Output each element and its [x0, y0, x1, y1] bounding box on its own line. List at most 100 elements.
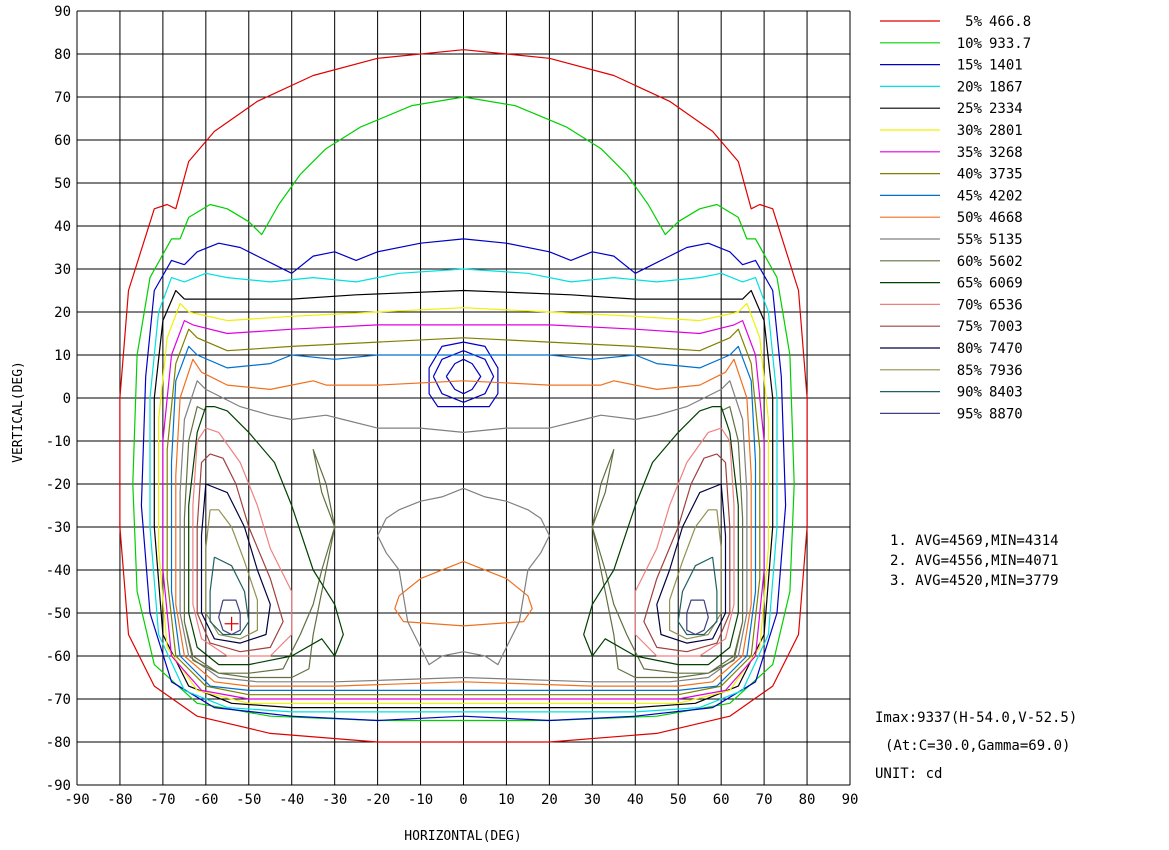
contour-5-percent — [119, 49, 808, 743]
legend-value: 5602 — [989, 254, 1023, 270]
contour-15-percent — [432, 350, 495, 403]
stat-line-3: 3. AVG=4520,MIN=3779 — [890, 573, 1059, 589]
contour-85-percent — [669, 509, 722, 640]
x-tick-label: 0 — [459, 792, 467, 808]
contour-15-percent — [140, 238, 787, 722]
y-tick-label: 80 — [54, 47, 71, 63]
imax-marker-layer — [224, 616, 239, 631]
legend-percent: 60% — [957, 254, 983, 270]
legend-value: 1401 — [989, 58, 1023, 74]
legend-value: 2801 — [989, 123, 1023, 139]
x-tick-label: 80 — [799, 792, 816, 808]
legend-percent: 85% — [957, 363, 983, 379]
unit-text: UNIT: cd — [875, 766, 942, 782]
x-tick-label: -30 — [322, 792, 347, 808]
y-tick-label: -60 — [46, 649, 71, 665]
legend-percent: 15% — [957, 58, 983, 74]
legend-percent: 65% — [957, 276, 983, 292]
legend-value: 4668 — [989, 210, 1023, 226]
legend-percent: 35% — [957, 145, 983, 161]
legend-percent: 75% — [957, 319, 983, 335]
y-tick-label: -40 — [46, 563, 71, 579]
legend-percent: 10% — [957, 36, 983, 52]
at-text: (At:C=30.0,Gamma=69.0) — [885, 738, 1070, 754]
legend-percent: 45% — [957, 188, 983, 204]
side-info-panel: 1. AVG=4569,MIN=4314 2. AVG=4556,MIN=407… — [875, 533, 1077, 782]
legend-percent: 20% — [957, 79, 983, 95]
x-tick-label: -50 — [236, 792, 261, 808]
x-tick-label: 70 — [756, 792, 773, 808]
y-tick-label: 10 — [54, 348, 71, 364]
legend-percent: 5% — [965, 14, 982, 30]
legend-percent: 80% — [957, 341, 983, 357]
x-tick-label: 90 — [842, 792, 859, 808]
contour-70-percent — [192, 427, 293, 657]
legend-value: 4202 — [989, 188, 1023, 204]
x-tick-label: 60 — [713, 792, 730, 808]
contour-65-percent — [188, 406, 344, 666]
x-tick-label: -90 — [64, 792, 89, 808]
contour-70-percent — [634, 427, 735, 657]
y-tick-label: -90 — [46, 778, 71, 794]
y-tick-label: -80 — [46, 735, 71, 751]
contour-75-percent — [643, 453, 731, 653]
contour-90-percent — [209, 556, 250, 636]
legend-percent: 95% — [957, 406, 983, 422]
legend-value: 5135 — [989, 232, 1023, 248]
y-tick-label: 60 — [54, 133, 71, 149]
contour-10-percent — [132, 96, 795, 722]
contour-65-percent — [583, 406, 739, 666]
contour-45-percent — [170, 345, 757, 691]
contour-80-percent — [656, 483, 727, 644]
contour-95-percent — [686, 599, 709, 636]
legend-value: 1867 — [989, 79, 1023, 95]
y-tick-label: 0 — [63, 391, 71, 407]
x-tick-label: -10 — [408, 792, 433, 808]
legend-value: 7003 — [989, 319, 1023, 335]
contour-60-percent — [183, 406, 336, 679]
x-tick-label: 20 — [541, 792, 558, 808]
y-tick-label: 70 — [54, 90, 71, 106]
x-tick-label: -70 — [150, 792, 175, 808]
stat-line-1: 1. AVG=4569,MIN=4314 — [890, 533, 1059, 549]
contour-75-percent — [196, 453, 284, 653]
y-tick-label: 30 — [54, 262, 71, 278]
contour-15-percent — [445, 358, 482, 395]
contour-60-percent — [591, 406, 744, 679]
contour-55-percent — [179, 380, 748, 683]
y-tick-label: -10 — [46, 434, 71, 450]
legend-value: 7936 — [989, 363, 1023, 379]
y-tick-label: 50 — [54, 176, 71, 192]
x-tick-label: 50 — [670, 792, 687, 808]
contour-15-percent — [428, 341, 499, 408]
contour-95-percent — [218, 599, 241, 636]
legend-percent: 50% — [957, 210, 983, 226]
contour-50-percent — [175, 358, 752, 687]
x-tick-label: -20 — [365, 792, 390, 808]
contour-35-percent — [162, 320, 765, 700]
x-tick-label: 10 — [498, 792, 515, 808]
y-tick-label: -50 — [46, 606, 71, 622]
contour-50-percent — [394, 560, 533, 627]
legend-percent: 25% — [957, 101, 983, 117]
legend-value: 933.7 — [989, 36, 1031, 52]
legend-value: 2334 — [989, 101, 1023, 117]
legend-value: 3268 — [989, 145, 1023, 161]
x-tick-label: -60 — [193, 792, 218, 808]
contour-25-percent — [153, 289, 774, 709]
legend-percent: 70% — [957, 297, 983, 313]
x-axis-title: HORIZONTAL(DEG) — [404, 829, 521, 844]
legend-percent: 40% — [957, 167, 983, 183]
imax-text: Imax:9337(H-54.0,V-52.5) — [875, 710, 1077, 726]
y-tick-label: -30 — [46, 520, 71, 536]
x-tick-label: -80 — [107, 792, 132, 808]
legend-value: 6536 — [989, 297, 1023, 313]
legend-value: 8870 — [989, 406, 1023, 422]
legend: 5% 466.8 10% 933.7 15% 1401 20% 1867 25% 2334 30% 2… — [880, 14, 1031, 422]
legend-percent: 90% — [957, 385, 983, 401]
contour-90-percent — [677, 556, 718, 636]
x-tick-label: 40 — [627, 792, 644, 808]
contour-40-percent — [166, 328, 761, 696]
y-tick-label: 40 — [54, 219, 71, 235]
